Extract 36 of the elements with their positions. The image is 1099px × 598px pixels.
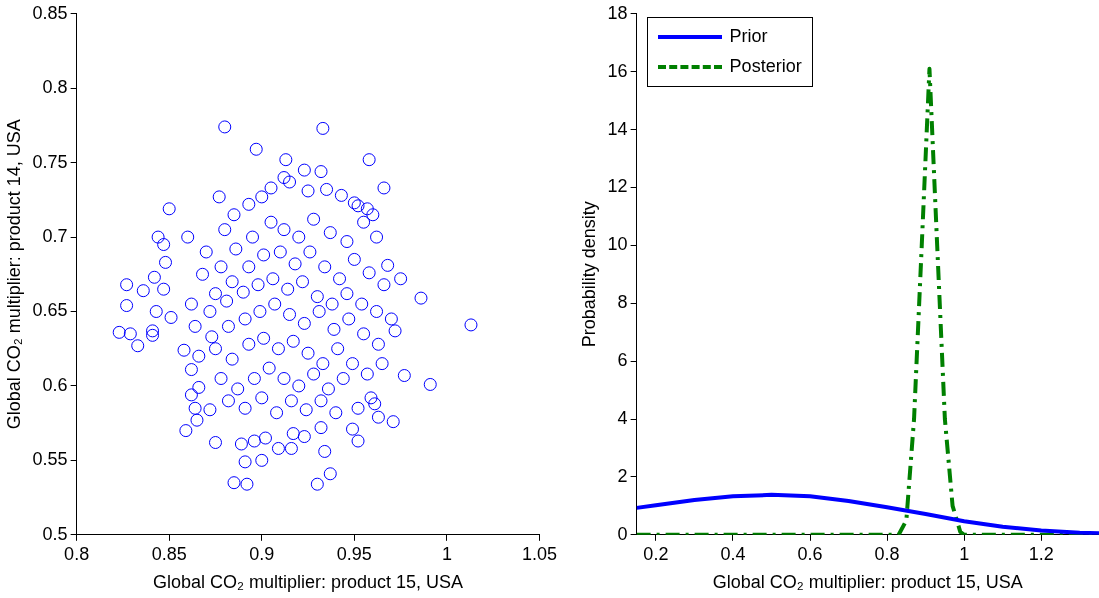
y-tick-label: 4 xyxy=(617,407,628,428)
y-tick-label: 14 xyxy=(607,118,628,139)
y-tick-label: 0.5 xyxy=(42,523,68,544)
x-axis-title: Global CO₂ multiplier: product 15, USA xyxy=(153,572,464,593)
x-tick-label: 0.95 xyxy=(336,543,372,564)
x-tick-label: 0.4 xyxy=(720,543,746,564)
x-tick-label: 1 xyxy=(441,543,452,564)
legend-label: Posterior xyxy=(729,56,802,78)
y-tick-label: 12 xyxy=(607,176,628,197)
y-tick-label: 6 xyxy=(617,350,628,371)
y-tick-label: 0.65 xyxy=(32,300,68,321)
x-tick-label: 0.2 xyxy=(643,543,669,564)
y-tick-label: 8 xyxy=(617,292,628,313)
y-tick-label: 2 xyxy=(617,465,628,486)
x-tick-label: 1.05 xyxy=(521,543,558,564)
y-tick-label: 0.8 xyxy=(42,77,68,98)
y-tick-label: 0.75 xyxy=(32,151,68,172)
x-tick-label: 0.8 xyxy=(64,543,90,564)
y-tick-label: 18 xyxy=(607,2,628,23)
x-tick-label: 0.9 xyxy=(249,543,275,564)
y-tick-label: 0.85 xyxy=(32,2,68,23)
legend-label: Prior xyxy=(729,26,768,48)
y-tick-label: 0 xyxy=(617,523,628,544)
y-tick-label: 10 xyxy=(607,234,628,255)
y-tick-label: 16 xyxy=(607,60,628,81)
y-tick-label: 0.6 xyxy=(42,374,68,395)
y-tick-label: 0.55 xyxy=(32,449,68,470)
x-axis-title: Global CO₂ multiplier: product 15, USA xyxy=(712,572,1023,593)
x-tick-label: 0.85 xyxy=(151,543,187,564)
x-tick-label: 0.8 xyxy=(874,543,900,564)
x-tick-label: 0.6 xyxy=(797,543,823,564)
x-tick-label: 1 xyxy=(959,543,970,564)
y-axis-title: Global CO₂ multiplier: product 14, USA xyxy=(3,119,24,430)
x-tick-label: 1.2 xyxy=(1028,543,1054,564)
y-tick-label: 0.7 xyxy=(42,226,68,247)
y-axis-title: Probability density xyxy=(578,201,599,348)
